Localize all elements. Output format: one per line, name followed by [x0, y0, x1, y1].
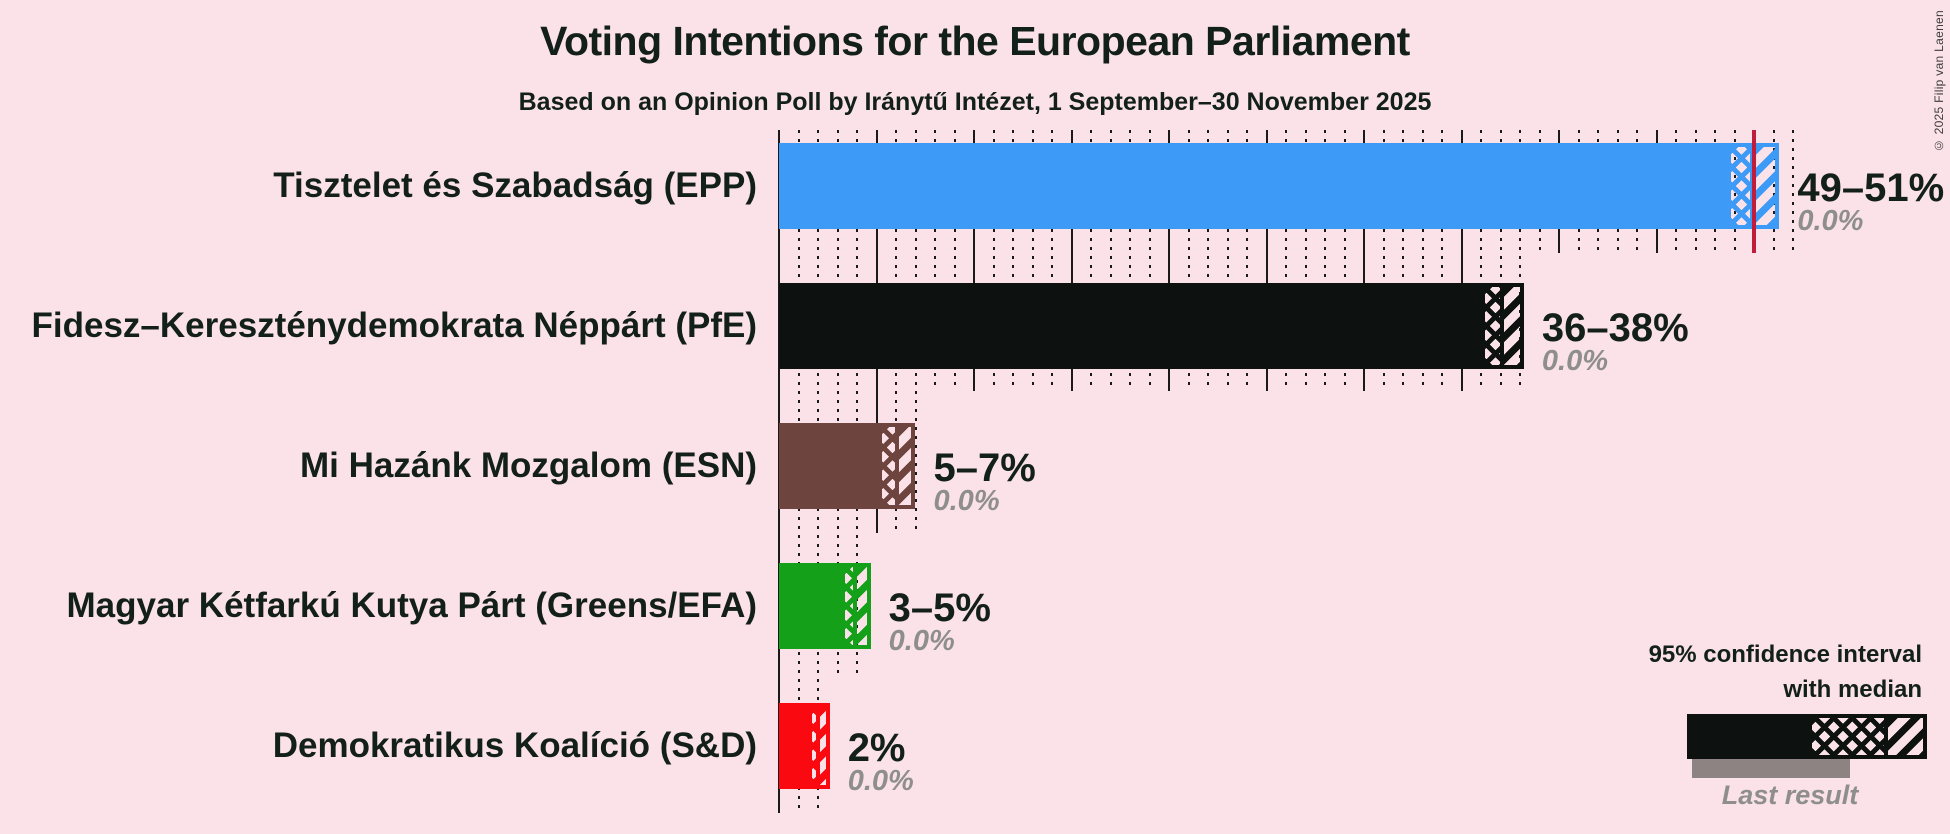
gridline-32pct	[1402, 130, 1404, 391]
legend-last-result-label: Last result	[1721, 780, 1859, 810]
gridline-26pct	[1285, 130, 1287, 391]
party-label: Demokratikus Koalíció (S&D)	[272, 726, 757, 765]
crosshatch-lower-ci	[882, 427, 895, 505]
gridline-25pct	[1265, 130, 1268, 391]
diagonal-upper-ci	[820, 707, 826, 785]
gridline-24pct	[1246, 130, 1248, 391]
diagonal-upper-ci	[898, 427, 912, 505]
median-divider	[1500, 287, 1505, 365]
legend-ci-title: 95% confidence interval with median	[1649, 637, 1922, 707]
median-divider	[894, 427, 899, 505]
gridline-30pct	[1363, 130, 1365, 391]
gridline-13pct	[1031, 130, 1034, 391]
gridline-52pct	[1792, 130, 1794, 253]
gridline-15pct	[1070, 130, 1073, 391]
legend-diagonal-section	[1888, 718, 1923, 755]
bar-confidence-interval	[878, 423, 916, 509]
last-result-label: 0.0%	[933, 485, 1000, 517]
gridline-31pct	[1382, 130, 1385, 391]
last-result-label: 0.0%	[1797, 205, 1864, 237]
median-divider	[853, 567, 858, 645]
gridline-4pct	[856, 130, 858, 673]
crosshatch-lower-ci	[812, 707, 816, 785]
legend-last-result-bar	[1692, 759, 1850, 778]
diagonal-upper-ci	[857, 567, 867, 645]
ci-range-label: 49–51%	[1797, 166, 1945, 210]
majority-line	[1752, 130, 1756, 253]
gridline-8pct	[934, 130, 936, 391]
gridline-3pct	[836, 130, 839, 673]
legend-confidence-interval-section	[1808, 714, 1927, 759]
page-title: Voting Intentions for the European Parli…	[540, 18, 1410, 64]
bar-confidence-interval	[841, 563, 871, 649]
gridline-29pct	[1343, 130, 1346, 391]
last-result-label: 0.0%	[1541, 345, 1608, 377]
diagonal-upper-ci	[1504, 287, 1520, 365]
gridline-35pct	[1460, 130, 1463, 391]
bar-solid-section	[779, 563, 842, 649]
gridline-38pct	[1519, 130, 1521, 391]
last-result-label: 0.0%	[888, 625, 955, 657]
gridline-9pct	[953, 130, 956, 391]
gridline-23pct	[1226, 130, 1229, 391]
party-label: Mi Hazánk Mozgalom (ESN)	[300, 446, 757, 485]
ci-range-label: 3–5%	[888, 586, 991, 630]
gridline-12pct	[1012, 130, 1014, 391]
bar-solid-section	[779, 423, 879, 509]
gridline-20pct	[1168, 130, 1170, 391]
bar-confidence-interval	[808, 703, 830, 789]
legend-ci-title-line2: with median	[1783, 676, 1922, 703]
gridline-17pct	[1109, 130, 1112, 391]
gridline-22pct	[1207, 130, 1209, 391]
gridline-18pct	[1129, 130, 1131, 391]
party-label: Tisztelet és Szabadság (EPP)	[273, 166, 757, 205]
crosshatch-lower-ci	[1485, 287, 1501, 365]
legend-median-divider	[1884, 718, 1888, 755]
gridline-11pct	[992, 130, 995, 391]
ci-range-label: 2%	[847, 726, 906, 770]
median-divider	[816, 707, 820, 785]
party-label: Magyar Kétfarkú Kutya Párt (Greens/EFA)	[66, 586, 757, 625]
bar-confidence-interval	[1481, 283, 1524, 369]
ci-range-label: 5–7%	[933, 446, 1036, 490]
party-label: Fidesz–Kereszténydemokrata Néppárt (PfE)	[31, 306, 758, 345]
crosshatch-lower-ci	[845, 567, 854, 645]
gridline-27pct	[1304, 130, 1307, 391]
gridline-34pct	[1441, 130, 1443, 391]
legend-solid-section	[1687, 714, 1808, 759]
ci-range-label: 36–38%	[1541, 306, 1689, 350]
bar-solid-section	[779, 703, 809, 789]
last-result-label: 0.0%	[847, 765, 914, 797]
gridline-16pct	[1090, 130, 1092, 391]
gridline-28pct	[1324, 130, 1326, 391]
legend-ci-title-line1: 95% confidence interval	[1648, 641, 1922, 668]
gridline-14pct	[1051, 130, 1053, 391]
bar-solid-section	[779, 143, 1727, 229]
gridline-10pct	[973, 130, 975, 391]
gridline-21pct	[1187, 130, 1190, 391]
legend-crosshatch-section	[1812, 718, 1884, 755]
crosshatch-lower-ci	[1730, 147, 1751, 225]
bar-solid-section	[779, 283, 1481, 369]
diagonal-upper-ci	[1754, 147, 1776, 225]
legend-sample-bar	[1687, 714, 1927, 759]
gridline-37pct	[1499, 130, 1502, 391]
page-subtitle: Based on an Opinion Poll by Iránytű Inté…	[518, 88, 1432, 116]
gridline-19pct	[1148, 130, 1151, 391]
gridline-33pct	[1421, 130, 1424, 391]
gridline-36pct	[1480, 130, 1482, 391]
